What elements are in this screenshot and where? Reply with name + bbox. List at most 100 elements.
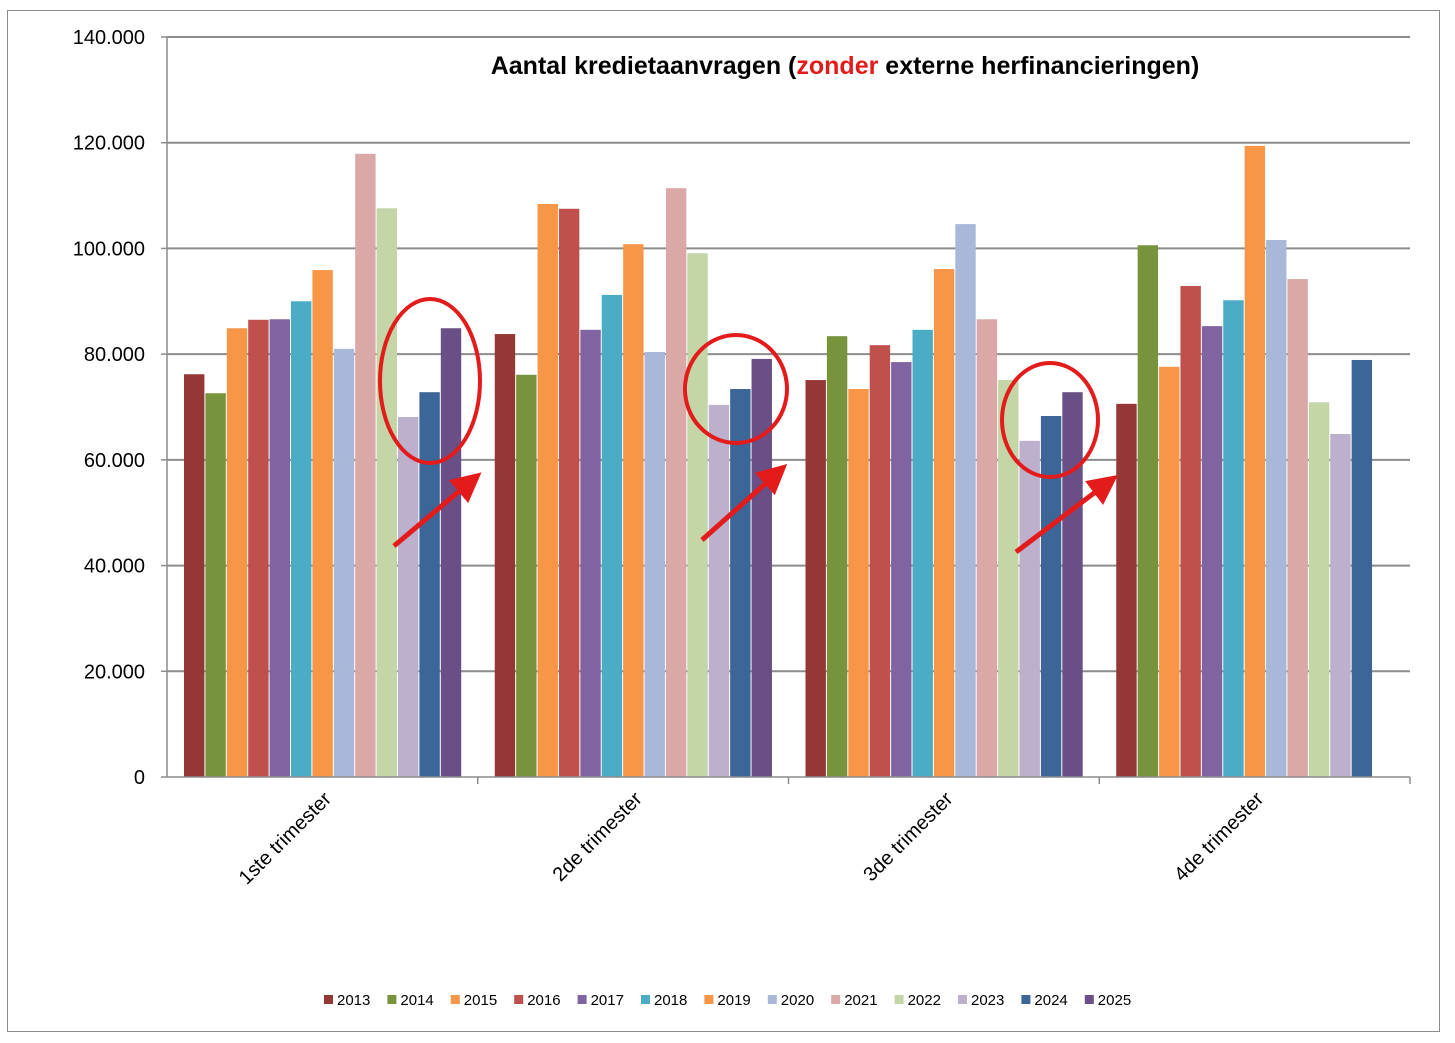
legend-swatch [1084, 995, 1094, 1004]
y-tick-label: 120.000 [73, 133, 145, 155]
legend-label: 2014 [400, 992, 433, 1009]
legend-swatch [894, 995, 904, 1004]
legend-item-2023: 2023 [958, 992, 1004, 1009]
bar-2025-1 [440, 328, 462, 777]
bar-2017-3 [891, 362, 912, 777]
legend-item-2013: 2013 [324, 992, 370, 1009]
legend-label: 2020 [781, 992, 814, 1009]
bar-2020-4 [1266, 239, 1287, 777]
y-tick-label: 0 [134, 767, 145, 789]
y-tick-label: 40.000 [84, 556, 145, 578]
bar-2015-1 [226, 328, 248, 777]
bar-2025-2 [751, 358, 772, 777]
legend-item-2022: 2022 [894, 992, 941, 1009]
legend-swatch [704, 995, 714, 1004]
category-label: 3de trimester [859, 788, 957, 886]
trend-arrow [700, 464, 788, 542]
legend-swatch [514, 995, 524, 1004]
bar-2016-2 [558, 208, 580, 778]
bar-2013-1 [184, 374, 205, 777]
bar-2021-3 [976, 319, 998, 777]
y-tick-label: 80.000 [84, 344, 145, 366]
bar-2014-2 [516, 374, 537, 777]
legend-label: 2022 [908, 992, 941, 1009]
bar-2018-3 [912, 329, 933, 777]
bar-2018-1 [291, 301, 312, 777]
bar-2016-3 [869, 345, 891, 777]
legend-swatch [387, 995, 397, 1004]
legend-label: 2023 [971, 992, 1004, 1009]
bar-2015-3 [848, 389, 869, 777]
bar-2013-2 [494, 334, 516, 777]
legend-item-2019: 2019 [704, 992, 751, 1009]
category-label: 2de trimester [549, 788, 647, 886]
legend-item-2025: 2025 [1084, 992, 1131, 1009]
annotations [378, 297, 1118, 554]
bar-2022-3 [998, 380, 1019, 777]
bar-2023-3 [1019, 440, 1040, 777]
bar-2014-1 [205, 393, 226, 777]
legend-label: 2019 [717, 992, 750, 1009]
y-tick-label: 20.000 [84, 661, 145, 683]
bar-2019-1 [312, 270, 333, 777]
bar-2017-2 [580, 329, 601, 777]
bar-2020-2 [644, 352, 665, 777]
axes [166, 37, 1411, 784]
bar-2013-3 [805, 380, 826, 777]
bar-2021-4 [1287, 279, 1308, 777]
category-label: 4de trimester [1170, 788, 1268, 886]
bar-2019-2 [623, 244, 644, 777]
legend-item-2014: 2014 [387, 992, 434, 1009]
highlight-circle [683, 333, 789, 445]
bar-2024-2 [730, 389, 751, 777]
bars [184, 145, 1373, 778]
y-tick-label: 60.000 [84, 450, 145, 472]
legend-label: 2021 [844, 992, 877, 1009]
bar-2024-4 [1351, 359, 1373, 777]
bar-2015-4 [1159, 366, 1180, 777]
bar-2024-1 [419, 392, 440, 777]
legend: 2013 2014 2015 2016 2017 2018 2019 2020 2021 2022… [324, 992, 1131, 1009]
y-tick-label: 100.000 [73, 238, 145, 260]
bar-2020-1 [333, 348, 355, 777]
bar-2017-4 [1201, 326, 1223, 777]
legend-item-2020: 2020 [767, 992, 814, 1009]
bar-2014-4 [1137, 245, 1159, 777]
legend-swatch [831, 995, 841, 1004]
legend-swatch [767, 995, 777, 1004]
bar-2021-1 [355, 153, 376, 778]
bar-2014-3 [826, 336, 848, 777]
chart-title: Aantal kredietaanvragen (zonder externe … [491, 52, 1200, 80]
category-label: 1ste trimester [235, 788, 336, 889]
legend-label: 2015 [464, 992, 497, 1009]
bar-2019-3 [933, 269, 955, 777]
legend-swatch [450, 995, 460, 1004]
legend-swatch [641, 995, 650, 1004]
legend-label: 2017 [591, 992, 624, 1009]
bar-2017-1 [269, 319, 290, 777]
legend-label: 2024 [1034, 992, 1067, 1009]
y-tick-label: 140.000 [73, 27, 145, 49]
bar-2023-2 [708, 404, 730, 777]
bar-2015-2 [537, 204, 558, 777]
bar-2019-4 [1244, 145, 1266, 777]
bar-2023-1 [398, 417, 419, 777]
trend-arrow [1014, 474, 1118, 554]
bar-2018-4 [1223, 300, 1244, 777]
chart-frame [7, 10, 1440, 1032]
bar-2024-3 [1040, 415, 1062, 777]
bar-2020-3 [955, 224, 976, 778]
bar-2025-3 [1062, 392, 1083, 777]
highlight-circle [378, 297, 482, 465]
legend-item-2017: 2017 [577, 992, 624, 1009]
legend-swatch [577, 995, 587, 1004]
legend-swatch [958, 995, 967, 1004]
bar-2022-2 [687, 253, 708, 777]
bar-2021-2 [665, 188, 687, 777]
legend-swatch [1021, 995, 1031, 1004]
bar-2016-1 [248, 319, 269, 777]
bar-2018-2 [601, 294, 623, 777]
legend-item-2021: 2021 [831, 992, 878, 1009]
legend-item-2016: 2016 [514, 992, 561, 1009]
